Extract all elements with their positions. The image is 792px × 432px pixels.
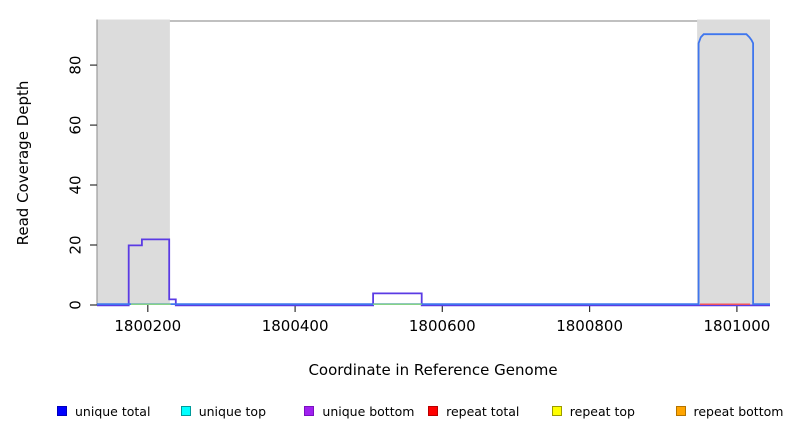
x-tick-label: 1800400 (262, 317, 329, 335)
series-unique-total (97, 33, 770, 306)
y-tick-label: 80 (67, 56, 85, 75)
legend-label: unique bottom (322, 403, 415, 419)
repeat-top-swatch-icon (551, 406, 562, 416)
x-tick-label: 1800600 (409, 317, 476, 335)
x-axis-title: Coordinate in Reference Genome (308, 361, 558, 379)
repeat-total-swatch-icon (428, 406, 439, 416)
shaded-region-left (97, 19, 170, 305)
legend-item-repeat-top: repeat top (551, 402, 635, 420)
x-tick-label: 1800200 (114, 317, 181, 335)
unique-top-swatch-icon (180, 406, 191, 416)
y-axis-title: Read Coverage Depth (14, 80, 32, 246)
series-unique-bottom (97, 238, 770, 307)
legend-label: unique top (198, 403, 267, 419)
y-tick-label: 0 (67, 300, 85, 310)
legend-label: repeat bottom (693, 403, 784, 419)
x-tick-label: 1801000 (703, 317, 770, 335)
repeat-bottom-swatch-icon (675, 406, 686, 416)
legend-item-repeat-bottom: repeat bottom (675, 402, 784, 420)
unique-bottom-swatch-icon (304, 406, 315, 416)
y-tick-label: 40 (67, 175, 85, 194)
legend-label: unique total (75, 403, 151, 419)
legend-item-repeat-total: repeat total (428, 402, 519, 420)
shaded-region-right (697, 19, 770, 305)
legend-label: repeat total (446, 403, 520, 419)
legend-label: repeat top (569, 403, 635, 419)
legend: unique total unique top unique bottom repea… (0, 402, 792, 422)
x-tick-label: 1800800 (556, 317, 623, 335)
unique-total-swatch-icon (57, 406, 67, 416)
legend-item-unique-total: unique total (57, 402, 150, 420)
legend-item-unique-bottom: unique bottom (304, 402, 414, 420)
y-tick-label: 60 (67, 116, 85, 135)
legend-item-unique-top: unique top (180, 402, 267, 420)
y-tick-label: 20 (67, 235, 85, 254)
